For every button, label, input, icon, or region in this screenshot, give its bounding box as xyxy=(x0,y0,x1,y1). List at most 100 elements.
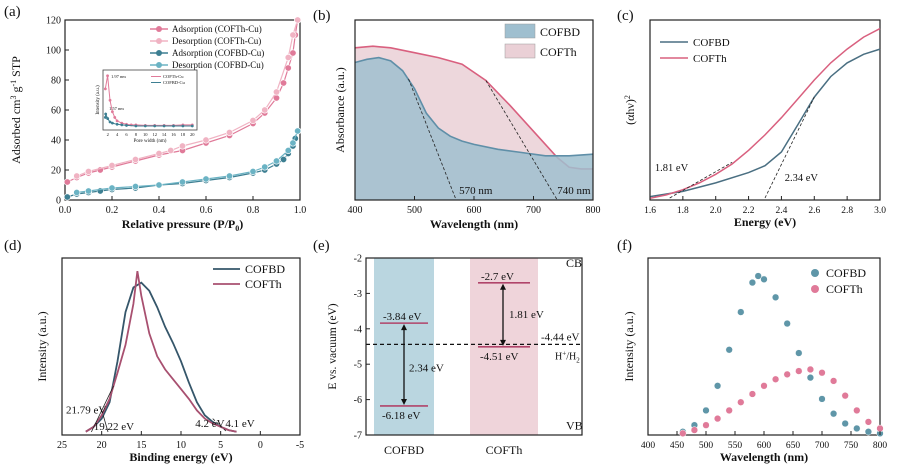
panel-d-legend-label: COFBD xyxy=(245,262,285,276)
panel-f-point xyxy=(737,398,745,406)
panel-a-ytick-label: 100 xyxy=(46,46,61,57)
panel-d-legend-label: COFTh xyxy=(245,277,282,291)
panel-c-xtick-label: 2.2 xyxy=(743,206,755,216)
panel-a-point xyxy=(73,172,81,180)
panel-f-point xyxy=(702,421,710,429)
panel-a-point xyxy=(85,168,93,176)
panel-e-label-cofbd-cb: -3.84 eV xyxy=(383,311,422,323)
panel-d-ylabel: Intensity (a.u.) xyxy=(35,311,49,381)
panel-c-xtick-label: 2.4 xyxy=(775,206,787,216)
panel-a-inset-frame xyxy=(102,69,198,131)
panel-a-xtick-label: 0.8 xyxy=(247,205,260,216)
panel-a-ylabel: Adsorbed cm3 g-1 STP xyxy=(9,56,23,164)
panel-b-xtick-label: 800 xyxy=(586,205,601,216)
panel-c-xtick-label: 1.8 xyxy=(677,206,689,216)
panel-b-legend-swatch xyxy=(504,43,536,59)
panel-f-point xyxy=(725,406,733,415)
panel-a-point xyxy=(167,147,175,155)
panel-c-label: (c) xyxy=(617,8,634,24)
panel-a-xtick-label: 0.0 xyxy=(59,205,72,216)
panel-a-ytick-label: 40 xyxy=(51,136,61,147)
panel-f-point xyxy=(748,390,757,398)
panel-d-xtick-label: 5 xyxy=(218,440,223,451)
panel-c-xtick-label: 2.6 xyxy=(808,206,820,216)
panel-f-point xyxy=(864,418,873,426)
panel-f-point xyxy=(853,424,861,433)
panel-a-inset-xtick: 18 xyxy=(181,132,186,137)
panel-a-inset-point xyxy=(172,124,175,128)
panel-a-point xyxy=(294,16,302,24)
panel-f-point xyxy=(841,419,849,428)
panel-f-point xyxy=(713,414,722,423)
panel-e-category: COFBD xyxy=(384,443,424,457)
panel-d-tangent xyxy=(102,415,109,433)
panel-e-gap-arrow-cofbd-head xyxy=(401,398,407,405)
panel-b-label: (b) xyxy=(313,8,331,24)
panel-d-tangent xyxy=(212,418,228,433)
panel-f-xtick-label: 600 xyxy=(757,441,772,451)
panel-e-label: (e) xyxy=(313,238,330,254)
panel-f-point xyxy=(771,375,780,383)
panel-a-point xyxy=(202,136,210,144)
panel-d-annotation: 21.79 eV xyxy=(66,405,106,417)
panel-a-xtick-label: 0.6 xyxy=(200,205,213,216)
panel-a-inset-line xyxy=(104,75,193,126)
panel-a-point xyxy=(284,147,292,155)
panel-f-xtick-label: 450 xyxy=(670,441,685,451)
panel-d-label: (d) xyxy=(4,238,22,254)
panel-f-point xyxy=(795,349,803,357)
panel-f-xtick-label: 550 xyxy=(728,441,743,451)
panel-d-xtick-label: 15 xyxy=(136,440,146,451)
panel-a-point xyxy=(132,156,140,164)
panel-a-point xyxy=(155,181,163,189)
panel-a-point xyxy=(284,53,292,61)
panel-a-inset-xtick: 10 xyxy=(143,132,148,137)
panel-e-label-ref-couple: H+/H2 xyxy=(555,349,580,364)
panel-c-tangent xyxy=(764,96,815,199)
panel-a-ytick-label: 20 xyxy=(51,166,61,177)
panel-e-ytick-label: -6 xyxy=(354,395,362,406)
panel-e-label-ref: -4.44 eV xyxy=(541,331,580,343)
panel-b-annotation: 570 nm xyxy=(459,185,493,197)
panel-b-line xyxy=(354,56,594,157)
panel-a-legend-marker xyxy=(156,38,162,44)
panel-c-xtick-label: 2.0 xyxy=(710,206,722,216)
panel-a-point xyxy=(226,172,234,180)
panel-a-point xyxy=(202,175,210,183)
panel-b-xtick-label: 500 xyxy=(407,205,422,216)
panel-a-legend-marker xyxy=(156,50,162,56)
panel-e-label-cofth-gap: 1.81 eV xyxy=(509,309,544,321)
panel-f-legend-marker xyxy=(811,269,819,277)
panel-a-point xyxy=(155,150,163,158)
panel-f-legend-marker xyxy=(811,285,819,293)
panel-f-point xyxy=(754,272,762,280)
panel-f-ylabel: Intensity (a.u.) xyxy=(622,311,636,381)
panel-f-xtick-label: 650 xyxy=(786,441,801,451)
panel-a-inset-point xyxy=(181,124,185,128)
panel-a-inset-point xyxy=(103,87,107,91)
panel-b-xtick-label: 700 xyxy=(526,205,541,216)
panel-f-point xyxy=(783,319,791,328)
panel-c-xtick-label: 3.0 xyxy=(874,206,886,216)
panel-a-legend-marker xyxy=(156,26,162,32)
panel-d-annotation: 4.1 eV xyxy=(225,418,254,430)
panel-a-point xyxy=(272,88,280,96)
panel-f-point xyxy=(818,395,826,403)
panel-a-point xyxy=(289,139,297,147)
panel-f-xtick-label: 500 xyxy=(699,441,714,451)
panel-a-inset-point xyxy=(108,120,112,124)
panel-a-inset-point xyxy=(153,124,157,128)
panel-a-inset-xtick: 4 xyxy=(116,132,119,137)
panel-d-xtick-label: 25 xyxy=(57,440,67,451)
panel-a-inset-xlabel: Pore width (nm) xyxy=(134,139,167,144)
panel-e-label-cofbd-vb: -6.18 eV xyxy=(382,410,421,422)
panel-e-ytick-label: -4 xyxy=(354,324,362,335)
panel-d-xtick-label: 20 xyxy=(97,440,107,451)
panel-f-point xyxy=(829,377,838,385)
panel-a-inset-point xyxy=(115,119,119,123)
panel-a-legend-label: Adsorption (COFBD-Cu) xyxy=(172,48,264,58)
panel-f-point xyxy=(853,406,861,415)
panel-a-ytick-label: 0 xyxy=(56,196,61,207)
panel-a-inset-xtick: 2 xyxy=(107,132,109,137)
panel-a-point xyxy=(294,127,302,135)
